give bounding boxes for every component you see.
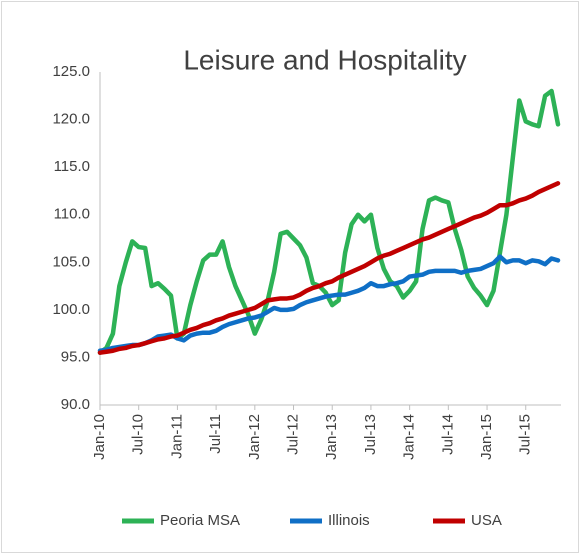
x-tick-label: Jan-14	[401, 414, 418, 460]
y-tick-label: 125.0	[52, 63, 90, 80]
x-tick-label: Jan-11	[168, 414, 185, 459]
y-tick-label: 115.0	[54, 158, 90, 175]
series-line	[97, 88, 561, 355]
x-tick-label: Jul-14	[439, 414, 456, 455]
legend-label: Peoria MSA	[160, 512, 240, 529]
x-tick-label: Jul-12	[284, 414, 301, 455]
chart-title: Leisure and Hospitality	[183, 44, 466, 75]
x-tick-label: Jan-13	[323, 414, 340, 460]
x-tick-label: Jul-11	[207, 414, 224, 454]
y-tick-label: 120.0	[52, 111, 90, 128]
y-tick-label: 110.0	[54, 206, 90, 223]
series-line	[97, 181, 561, 355]
x-tick-label: Jan-10	[91, 414, 108, 460]
legend-label: Illinois	[328, 512, 370, 529]
x-tick-label: Jan-15	[478, 414, 495, 460]
x-tick-label: Jul-10	[130, 414, 147, 455]
legend-label: USA	[471, 512, 502, 529]
y-tick-label: 100.0	[52, 301, 90, 318]
x-tick-label: Jul-15	[517, 414, 534, 455]
x-tick-label: Jul-13	[362, 414, 379, 455]
y-tick-label: 90.0	[61, 396, 90, 413]
y-tick-label: 95.0	[61, 348, 90, 365]
x-tick-label: Jan-12	[246, 414, 263, 460]
y-tick-label: 105.0	[52, 253, 90, 270]
